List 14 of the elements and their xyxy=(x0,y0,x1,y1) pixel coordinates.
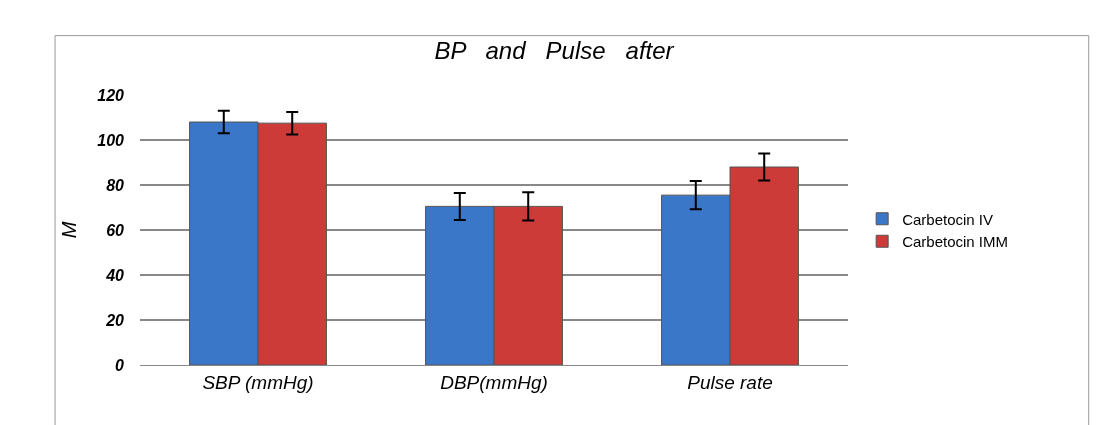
y-tick-label: 100 xyxy=(97,131,125,149)
x-tick-label: SBP (mmHg) xyxy=(202,371,314,393)
y-tick-label: 40 xyxy=(105,266,125,284)
y-tick-label: 60 xyxy=(106,221,125,239)
y-tick-label: 120 xyxy=(97,86,125,104)
y-axis-title: M xyxy=(57,221,80,239)
x-tick-label: Pulse rate xyxy=(687,371,773,393)
y-tick-label: 80 xyxy=(106,176,125,194)
chart-title: BP and Pulse after xyxy=(434,37,675,65)
legend-label: Carbetocin IV xyxy=(902,210,994,228)
x-tick-label: DBP(mmHg) xyxy=(440,371,548,393)
y-tick-label: 20 xyxy=(105,311,125,329)
y-tick-label: 0 xyxy=(115,356,125,374)
legend-label: Carbetocin IMM xyxy=(902,233,1009,251)
